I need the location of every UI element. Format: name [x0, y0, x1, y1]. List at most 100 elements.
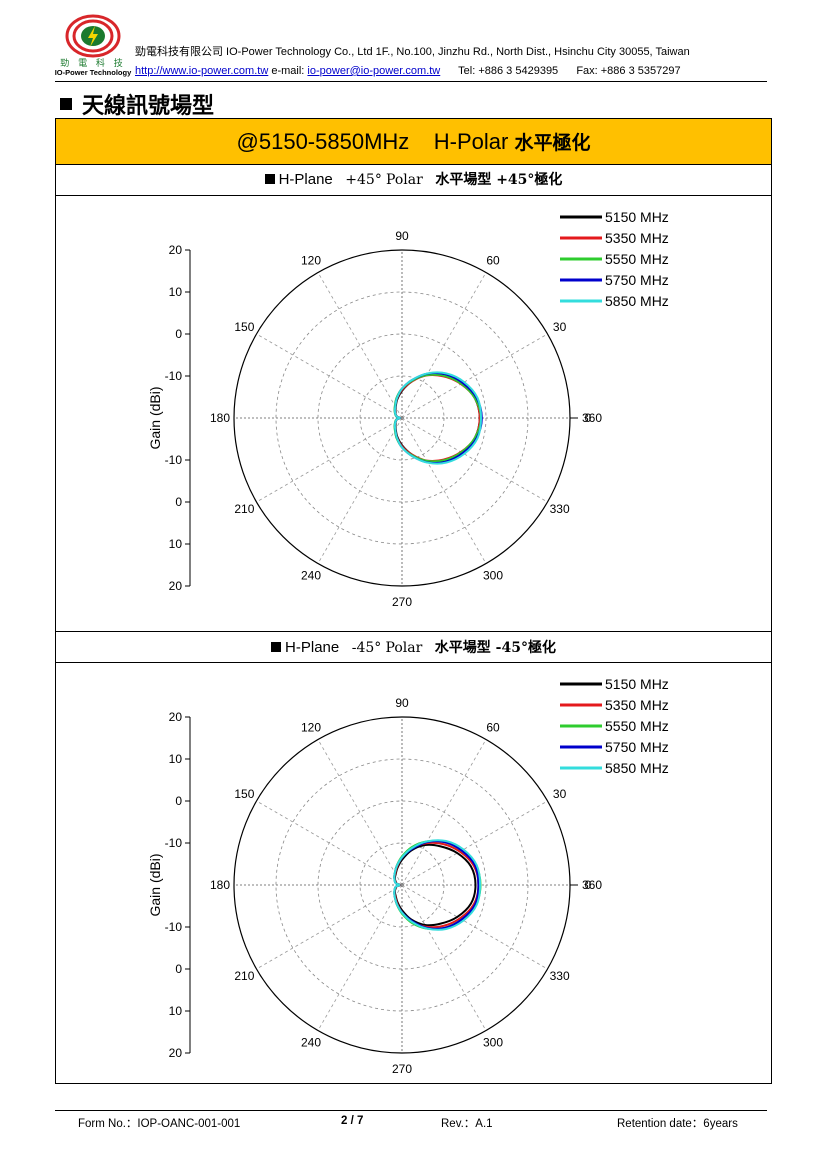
- angle-tick-label: 240: [301, 569, 321, 583]
- radial-tick-label: 20: [169, 710, 183, 724]
- grid-spoke: [317, 884, 403, 1031]
- grid-spoke: [256, 800, 403, 886]
- polar-chart-plus45: 306090120150180210240270300330036020100-…: [147, 209, 669, 609]
- radial-tick-label: -10: [165, 920, 183, 934]
- radial-tick-label: 0: [175, 495, 182, 509]
- legend-label: 5350 MHz: [605, 230, 669, 246]
- angle-tick-label: 90: [395, 229, 409, 243]
- y-axis-label: Gain (dBi): [147, 853, 163, 916]
- subtitle-pol: +45°: [345, 172, 382, 188]
- company-info: 勁電科技有限公司 IO-Power Technology Co., Ltd 1F…: [135, 46, 690, 58]
- subtitle-cn: 水平場型 +45°極化: [435, 172, 563, 188]
- subtitle-plane: H-Plane: [285, 639, 340, 656]
- section-title: 天線訊號場型: [60, 88, 214, 120]
- header-divider: [55, 81, 767, 82]
- polar-chart-minus45: 306090120150180210240270300330036020100-…: [147, 676, 669, 1076]
- company-logo: 勁 電 科 技 IO-Power Technology: [55, 14, 131, 82]
- angle-tick-label: 120: [301, 720, 321, 734]
- subtitle-cn: 水平場型 -45°極化: [434, 640, 556, 656]
- radial-tick-label: -10: [165, 369, 183, 383]
- grid-spoke: [401, 800, 548, 886]
- radial-tick-label: 0: [175, 962, 182, 976]
- angle-tick-label: 180: [210, 411, 230, 425]
- radial-tick-label: -10: [165, 453, 183, 467]
- legend-label: 5150 MHz: [605, 209, 669, 225]
- subtitle-pol: -45°: [351, 640, 382, 656]
- angle-tick-label: 270: [392, 1062, 412, 1076]
- angle-tick-label: 360: [582, 878, 602, 892]
- radial-tick-label: 10: [169, 285, 183, 299]
- subtitle-minus45: H-Plane -45° Polar 水平場型 -45°極化: [56, 631, 771, 663]
- grid-spoke: [317, 739, 403, 886]
- angle-tick-label: 300: [483, 1036, 503, 1050]
- bullet-square-icon: [264, 174, 275, 184]
- subtitle-polar: Polar: [386, 172, 423, 188]
- radial-tick-label: 10: [169, 537, 183, 551]
- revision: Rev.：A.1: [441, 1118, 493, 1130]
- subtitle-plus45: H-Plane +45° Polar 水平場型 +45°極化: [56, 164, 771, 196]
- radial-tick-label: -10: [165, 836, 183, 850]
- radial-tick-label: 0: [175, 794, 182, 808]
- radial-tick-label: 20: [169, 1046, 183, 1060]
- grid-spoke: [256, 884, 403, 970]
- angle-tick-label: 330: [550, 969, 570, 983]
- radial-tick-label: 20: [169, 579, 183, 593]
- band-header: @5150-5850MHz H-Polar 水平極化: [56, 119, 771, 165]
- footer-divider: [55, 1110, 767, 1111]
- legend-label: 5550 MHz: [605, 718, 669, 734]
- band-freq: @5150-5850MHz: [236, 129, 410, 154]
- legend-label: 5350 MHz: [605, 697, 669, 713]
- radial-tick-label: 0: [175, 327, 182, 341]
- angle-tick-label: 30: [553, 320, 567, 334]
- radial-tick-label: 10: [169, 752, 183, 766]
- angle-tick-label: 330: [550, 502, 570, 516]
- logo-rings-icon: [65, 14, 121, 58]
- band-cn: 水平極化: [514, 132, 591, 154]
- angle-tick-label: 210: [234, 502, 254, 516]
- grid-spoke: [401, 884, 487, 1031]
- page-header: 勁 電 科 技 IO-Power Technology 勁電科技有限公司 IO-…: [55, 14, 767, 82]
- angle-tick-label: 150: [234, 320, 254, 334]
- angle-tick-label: 210: [234, 969, 254, 983]
- angle-tick-label: 30: [553, 787, 567, 801]
- angle-tick-label: 270: [392, 595, 412, 609]
- fax-text: Fax: +886 3 5357297: [576, 65, 681, 77]
- page-number: 2 / 7: [341, 1115, 364, 1127]
- angle-tick-label: 180: [210, 878, 230, 892]
- section-title-text: 天線訊號場型: [82, 93, 215, 119]
- angle-tick-label: 120: [301, 253, 321, 267]
- angle-tick-label: 0: [585, 411, 592, 425]
- grid-spoke: [317, 272, 403, 419]
- series-line: [393, 371, 482, 465]
- grid-spoke: [256, 417, 403, 503]
- angle-tick-label: 60: [486, 720, 500, 734]
- bullet-square-icon: [271, 642, 282, 652]
- radial-tick-label: 10: [169, 1004, 183, 1018]
- angle-tick-label: 150: [234, 787, 254, 801]
- grid-spoke: [401, 333, 548, 419]
- legend-label: 5550 MHz: [605, 251, 669, 267]
- legend-label: 5850 MHz: [605, 293, 669, 309]
- subtitle-plane: H-Plane: [278, 171, 333, 188]
- angle-tick-label: 60: [486, 253, 500, 267]
- series-line: [393, 839, 482, 931]
- grid-spoke: [317, 417, 403, 564]
- email-link[interactable]: io-power@io-power.com.tw: [307, 65, 441, 77]
- angle-tick-label: 0: [585, 878, 592, 892]
- legend-label: 5750 MHz: [605, 272, 669, 288]
- grid-spoke: [401, 884, 548, 970]
- angle-tick-label: 240: [301, 1036, 321, 1050]
- retention-date: Retention date：6years: [617, 1118, 738, 1130]
- legend-label: 5150 MHz: [605, 676, 669, 692]
- radial-tick-label: 20: [169, 243, 183, 257]
- legend-label: 5850 MHz: [605, 760, 669, 776]
- angle-tick-label: 90: [395, 696, 409, 710]
- contact-info: http://www.io-power.com.tw e-mail: io-po…: [135, 65, 681, 77]
- grid-spoke: [401, 417, 548, 503]
- bullet-square-icon: [60, 98, 72, 110]
- angle-tick-label: 360: [582, 411, 602, 425]
- grid-spoke: [401, 739, 487, 886]
- website-link[interactable]: http://www.io-power.com.tw: [135, 65, 269, 77]
- grid-spoke: [256, 333, 403, 419]
- band-pol: H-Polar: [433, 129, 509, 154]
